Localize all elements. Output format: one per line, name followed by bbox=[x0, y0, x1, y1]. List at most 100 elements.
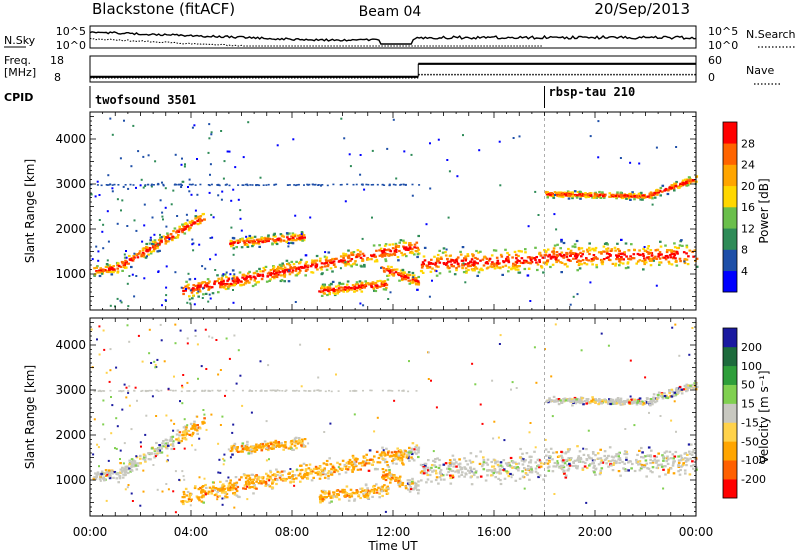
power-echo bbox=[156, 246, 159, 249]
power-echo bbox=[383, 270, 386, 273]
vel-echo bbox=[195, 429, 199, 432]
vel-echo bbox=[384, 478, 388, 482]
vel-echo bbox=[381, 494, 384, 498]
vel-echo bbox=[293, 439, 297, 442]
power-echo bbox=[273, 268, 277, 272]
vel-echo bbox=[299, 464, 302, 467]
power-echo bbox=[127, 262, 130, 265]
vel-echo bbox=[389, 478, 392, 481]
power-echo-sparse bbox=[233, 273, 236, 276]
power-echo-sparse bbox=[133, 295, 136, 298]
power-echo bbox=[671, 184, 674, 187]
power-colorbar-ticks: 4 8 12 16 20 24 28 bbox=[741, 137, 755, 278]
power-echo bbox=[363, 286, 366, 289]
vel-echo bbox=[383, 458, 387, 461]
power-echo bbox=[472, 268, 476, 271]
vel-echo-sparse bbox=[216, 498, 219, 501]
vel-echo bbox=[107, 469, 111, 472]
vel-echo bbox=[594, 454, 597, 457]
vel-echo-sparse bbox=[566, 448, 569, 451]
vel-echo bbox=[410, 480, 414, 483]
vel-echo bbox=[409, 487, 413, 491]
vel-echo bbox=[605, 462, 608, 465]
vel-echo bbox=[437, 482, 440, 485]
power-echo bbox=[243, 277, 246, 280]
vel-echo bbox=[400, 454, 403, 457]
vel-echo bbox=[384, 461, 387, 464]
power-echo bbox=[152, 244, 155, 247]
vel-echo bbox=[684, 385, 688, 388]
vel-echo bbox=[406, 482, 410, 485]
power-echo bbox=[525, 261, 529, 264]
vel-echo-sparse bbox=[126, 486, 129, 489]
vel-echo bbox=[448, 468, 452, 471]
vel-echo bbox=[298, 441, 301, 444]
vel-echo bbox=[395, 476, 398, 479]
vel-echo bbox=[112, 476, 115, 479]
power-echo bbox=[490, 263, 493, 266]
vel-echo bbox=[479, 450, 482, 453]
power-echo bbox=[663, 256, 666, 259]
power-echo bbox=[421, 261, 425, 264]
power-echo bbox=[148, 242, 152, 245]
vel-echo bbox=[193, 420, 196, 423]
power-echo bbox=[682, 251, 686, 254]
power-echo bbox=[184, 227, 187, 230]
vel-echo bbox=[150, 447, 154, 450]
vel-echo bbox=[567, 450, 570, 453]
power-echo-sparse bbox=[164, 187, 167, 190]
vel-echo bbox=[690, 453, 694, 456]
vel-echo bbox=[404, 485, 408, 488]
vel-echo bbox=[677, 455, 680, 458]
power-echo bbox=[542, 261, 546, 264]
power-echo bbox=[107, 267, 111, 270]
vel-echo bbox=[94, 477, 98, 481]
power-echo bbox=[325, 268, 329, 271]
power-echo bbox=[314, 266, 318, 269]
power-echo bbox=[551, 256, 555, 259]
power-echo-sparse bbox=[96, 180, 99, 183]
vel-echo bbox=[271, 486, 275, 489]
power-echo bbox=[551, 263, 555, 266]
vel-echo bbox=[233, 446, 236, 449]
power-echo bbox=[271, 238, 274, 241]
vel-echo bbox=[303, 474, 306, 477]
power-echo bbox=[579, 191, 582, 194]
power-echo bbox=[609, 254, 612, 257]
power-echo bbox=[119, 265, 123, 268]
power-echo bbox=[664, 244, 667, 247]
vel-echo bbox=[372, 490, 376, 493]
vel-echo bbox=[431, 470, 434, 473]
power-echo bbox=[183, 232, 187, 235]
vel-echo bbox=[615, 460, 618, 463]
vel-echo bbox=[326, 472, 330, 475]
vel-echo bbox=[235, 481, 239, 484]
vel-echo bbox=[233, 493, 237, 496]
power-echo-line bbox=[96, 184, 99, 186]
power-echo bbox=[542, 271, 545, 274]
power-echo bbox=[611, 195, 614, 198]
power-echo bbox=[504, 264, 508, 267]
power-echo bbox=[384, 288, 388, 291]
power-echo bbox=[220, 281, 223, 284]
vel-echo bbox=[411, 442, 415, 445]
power-echo bbox=[249, 239, 252, 242]
vel-echo bbox=[132, 462, 135, 466]
vel-echo bbox=[99, 474, 102, 477]
power-echo bbox=[632, 193, 636, 196]
power-echo bbox=[548, 253, 551, 256]
power-echo-sparse bbox=[362, 304, 365, 307]
vel-echo bbox=[284, 445, 287, 448]
power-echo-sparse bbox=[187, 272, 190, 275]
power-echo bbox=[553, 244, 557, 247]
vel-echo bbox=[276, 473, 279, 477]
vel-echo bbox=[94, 472, 97, 475]
vel-echo-sparse bbox=[585, 501, 588, 504]
power-echo bbox=[257, 242, 261, 245]
power-echo bbox=[565, 192, 569, 195]
power-echo bbox=[321, 272, 324, 275]
vel-echo bbox=[668, 389, 671, 392]
power-echo bbox=[192, 289, 195, 292]
power-echo bbox=[140, 253, 144, 256]
power-echo bbox=[355, 263, 358, 266]
